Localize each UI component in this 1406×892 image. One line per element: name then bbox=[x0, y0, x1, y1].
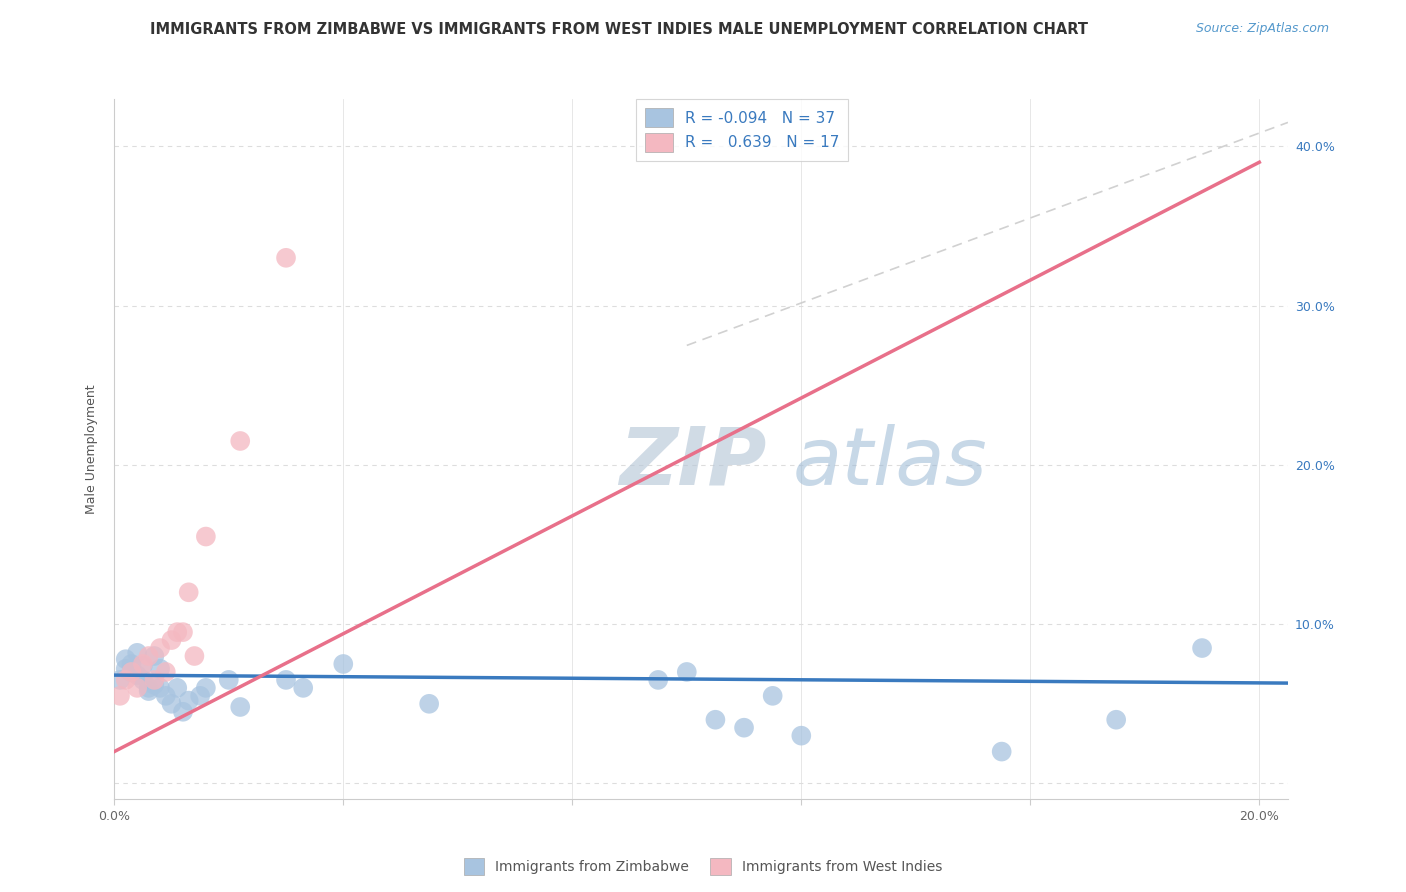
Point bbox=[138, 681, 160, 695]
Point bbox=[120, 665, 142, 679]
Point bbox=[172, 625, 194, 640]
Point bbox=[172, 705, 194, 719]
Point bbox=[120, 665, 142, 679]
Point bbox=[108, 673, 131, 687]
Point bbox=[127, 646, 149, 660]
Point bbox=[143, 648, 166, 663]
Text: atlas: atlas bbox=[793, 424, 987, 502]
Point bbox=[274, 251, 297, 265]
Point bbox=[138, 648, 160, 663]
Point bbox=[166, 625, 188, 640]
Point bbox=[114, 673, 136, 687]
Point bbox=[675, 665, 697, 679]
Point bbox=[704, 713, 727, 727]
Point bbox=[143, 673, 166, 687]
Point bbox=[166, 681, 188, 695]
Y-axis label: Male Unemployment: Male Unemployment bbox=[86, 384, 98, 514]
Point bbox=[177, 693, 200, 707]
Point bbox=[1105, 713, 1128, 727]
Point bbox=[183, 648, 205, 663]
Point bbox=[292, 681, 315, 695]
Point bbox=[218, 673, 240, 687]
Point bbox=[194, 530, 217, 544]
Text: Source: ZipAtlas.com: Source: ZipAtlas.com bbox=[1195, 22, 1329, 36]
Legend: Immigrants from Zimbabwe, Immigrants from West Indies: Immigrants from Zimbabwe, Immigrants fro… bbox=[458, 853, 948, 880]
Point bbox=[790, 729, 813, 743]
Point bbox=[143, 678, 166, 692]
Text: ZIP: ZIP bbox=[619, 424, 766, 502]
Text: ZIPatlas: ZIPatlas bbox=[619, 424, 936, 502]
Point bbox=[149, 662, 172, 676]
Point bbox=[155, 689, 177, 703]
Point bbox=[160, 633, 183, 648]
Point bbox=[229, 700, 252, 714]
Point bbox=[160, 697, 183, 711]
Point bbox=[132, 673, 155, 687]
Point bbox=[114, 652, 136, 666]
Point bbox=[332, 657, 354, 671]
Point bbox=[188, 689, 211, 703]
Point bbox=[149, 641, 172, 656]
Point bbox=[138, 684, 160, 698]
Point bbox=[132, 657, 155, 671]
Point bbox=[155, 665, 177, 679]
Point bbox=[114, 662, 136, 676]
Point bbox=[762, 689, 785, 703]
Point bbox=[647, 673, 669, 687]
Point bbox=[1191, 641, 1213, 656]
Point bbox=[120, 657, 142, 671]
Point bbox=[149, 681, 172, 695]
Point bbox=[177, 585, 200, 599]
Point bbox=[127, 681, 149, 695]
Point bbox=[229, 434, 252, 448]
Point bbox=[108, 689, 131, 703]
Point bbox=[274, 673, 297, 687]
Point bbox=[127, 668, 149, 682]
Legend: R = -0.094   N = 37, R =   0.639   N = 17: R = -0.094 N = 37, R = 0.639 N = 17 bbox=[636, 99, 848, 161]
Point bbox=[194, 681, 217, 695]
Point bbox=[733, 721, 755, 735]
Text: IMMIGRANTS FROM ZIMBABWE VS IMMIGRANTS FROM WEST INDIES MALE UNEMPLOYMENT CORREL: IMMIGRANTS FROM ZIMBABWE VS IMMIGRANTS F… bbox=[149, 22, 1088, 37]
Point bbox=[132, 658, 155, 673]
Point bbox=[418, 697, 440, 711]
Point bbox=[990, 745, 1012, 759]
